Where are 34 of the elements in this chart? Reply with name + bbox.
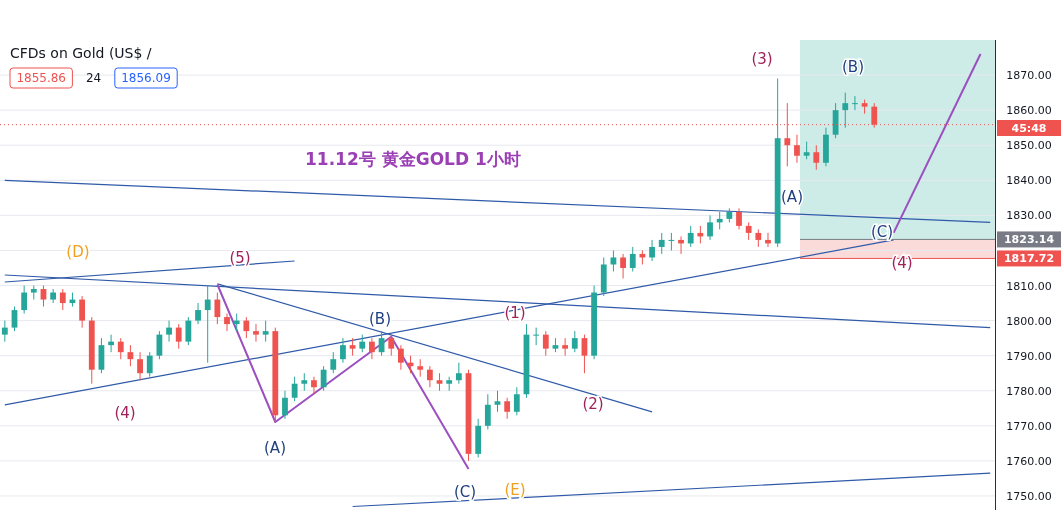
y-tick-label: 1850.00: [1006, 139, 1052, 153]
text: 11.12号 黄金GOLD 1小时: [305, 149, 521, 169]
annotation: (4): [891, 254, 913, 272]
chart-subtitle: CFDs on Gold (US$ /: [10, 45, 152, 61]
annotation: (2): [582, 395, 604, 413]
annotation: (4): [114, 404, 136, 422]
annotation: (B): [369, 310, 391, 328]
annotation: (3): [751, 50, 773, 68]
annotation: (C): [870, 223, 894, 241]
ref-line-label: 1823.14: [1003, 233, 1055, 247]
y-tick-label: 1830.00: [1006, 209, 1052, 223]
y-tick-label: 1790.00: [1006, 349, 1052, 363]
annotation: 1856.09: [121, 71, 171, 85]
text: 45:48: [1011, 122, 1047, 135]
annotation: (A): [264, 439, 286, 457]
y-tick-label: 1870.00: [1006, 69, 1052, 83]
annotation: (C): [453, 483, 477, 501]
annotation: 24: [85, 71, 102, 85]
annotation: (D): [66, 243, 90, 261]
y-tick-label: 1760.00: [1006, 454, 1052, 468]
annotation: (A): [781, 188, 803, 206]
y-tick-label: 1810.00: [1006, 279, 1052, 293]
y-tick-label: 1860.00: [1006, 104, 1052, 118]
y-tick-label: 1780.00: [1006, 384, 1052, 398]
y-tick-label: 1800.00: [1006, 314, 1052, 328]
annotation: (1): [504, 304, 526, 322]
annotation: (E): [504, 481, 526, 499]
y-tick-label: 1750.00: [1006, 489, 1052, 503]
annotation: 1855.86: [16, 71, 67, 85]
annotation: (B): [842, 58, 864, 76]
annotation: (5): [229, 249, 251, 267]
y-tick-label: 1770.00: [1006, 419, 1052, 433]
y-tick-label: 1840.00: [1006, 174, 1052, 188]
ref-line-label: 1817.72: [1003, 252, 1055, 266]
